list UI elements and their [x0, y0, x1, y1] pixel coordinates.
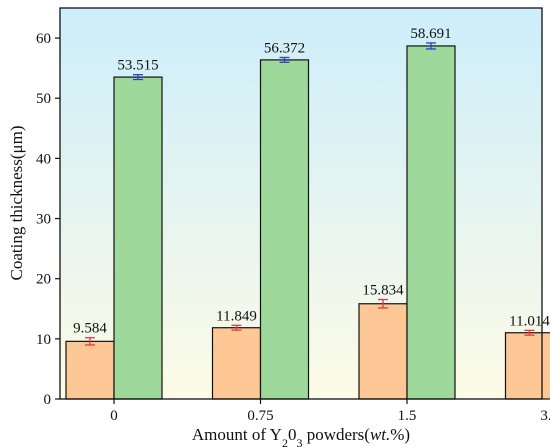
error-bar [133, 74, 143, 81]
bar [65, 340, 115, 400]
axes-layer: 0 0.75 1.5 3.00 0 10 20 30 40 50 60 [36, 31, 550, 424]
bar [406, 45, 456, 400]
y-tick-label: 40 [36, 151, 51, 167]
error-bar [231, 324, 242, 331]
plot-frame [59, 7, 543, 400]
data-label: 11.014 [509, 313, 550, 329]
bars-layer [65, 42, 550, 400]
error-bar [279, 56, 290, 63]
y-axis-title: Coating thickness(μm) [7, 125, 26, 280]
y-tick-label: 50 [36, 91, 51, 107]
y-tick-label: 30 [36, 212, 51, 228]
y-tick-label: 10 [36, 332, 51, 348]
error-bar [378, 298, 388, 309]
x-tick-label: 3.00 [540, 408, 550, 424]
x-tick-label: 0.75 [247, 408, 273, 424]
y-tick-label: 20 [36, 272, 51, 288]
y-tick-label: 60 [36, 31, 51, 47]
bar [259, 59, 310, 400]
data-label: 56.372 [264, 40, 305, 56]
data-label: 58.691 [410, 26, 451, 42]
bar [211, 327, 262, 400]
x-tick-label: 1.5 [398, 408, 417, 424]
data-label: 15.834 [362, 283, 404, 299]
data-label: 53.515 [117, 58, 158, 74]
labels-layer: 9.584 53.515 11.849 56.372 15.834 58.691 11.01… [73, 26, 550, 337]
data-label: 9.584 [73, 321, 107, 337]
x-tick-label: 0 [110, 408, 118, 424]
error-bar [426, 42, 436, 50]
y-tick-label: 0 [44, 392, 52, 408]
bar [504, 332, 550, 400]
bar [358, 303, 408, 400]
data-label: 11.849 [216, 308, 257, 324]
error-bar [524, 329, 535, 336]
bar [113, 76, 163, 400]
error-bar [85, 337, 95, 346]
x-axis-title: Amount of Y203 powders(wt.%) [192, 425, 410, 448]
